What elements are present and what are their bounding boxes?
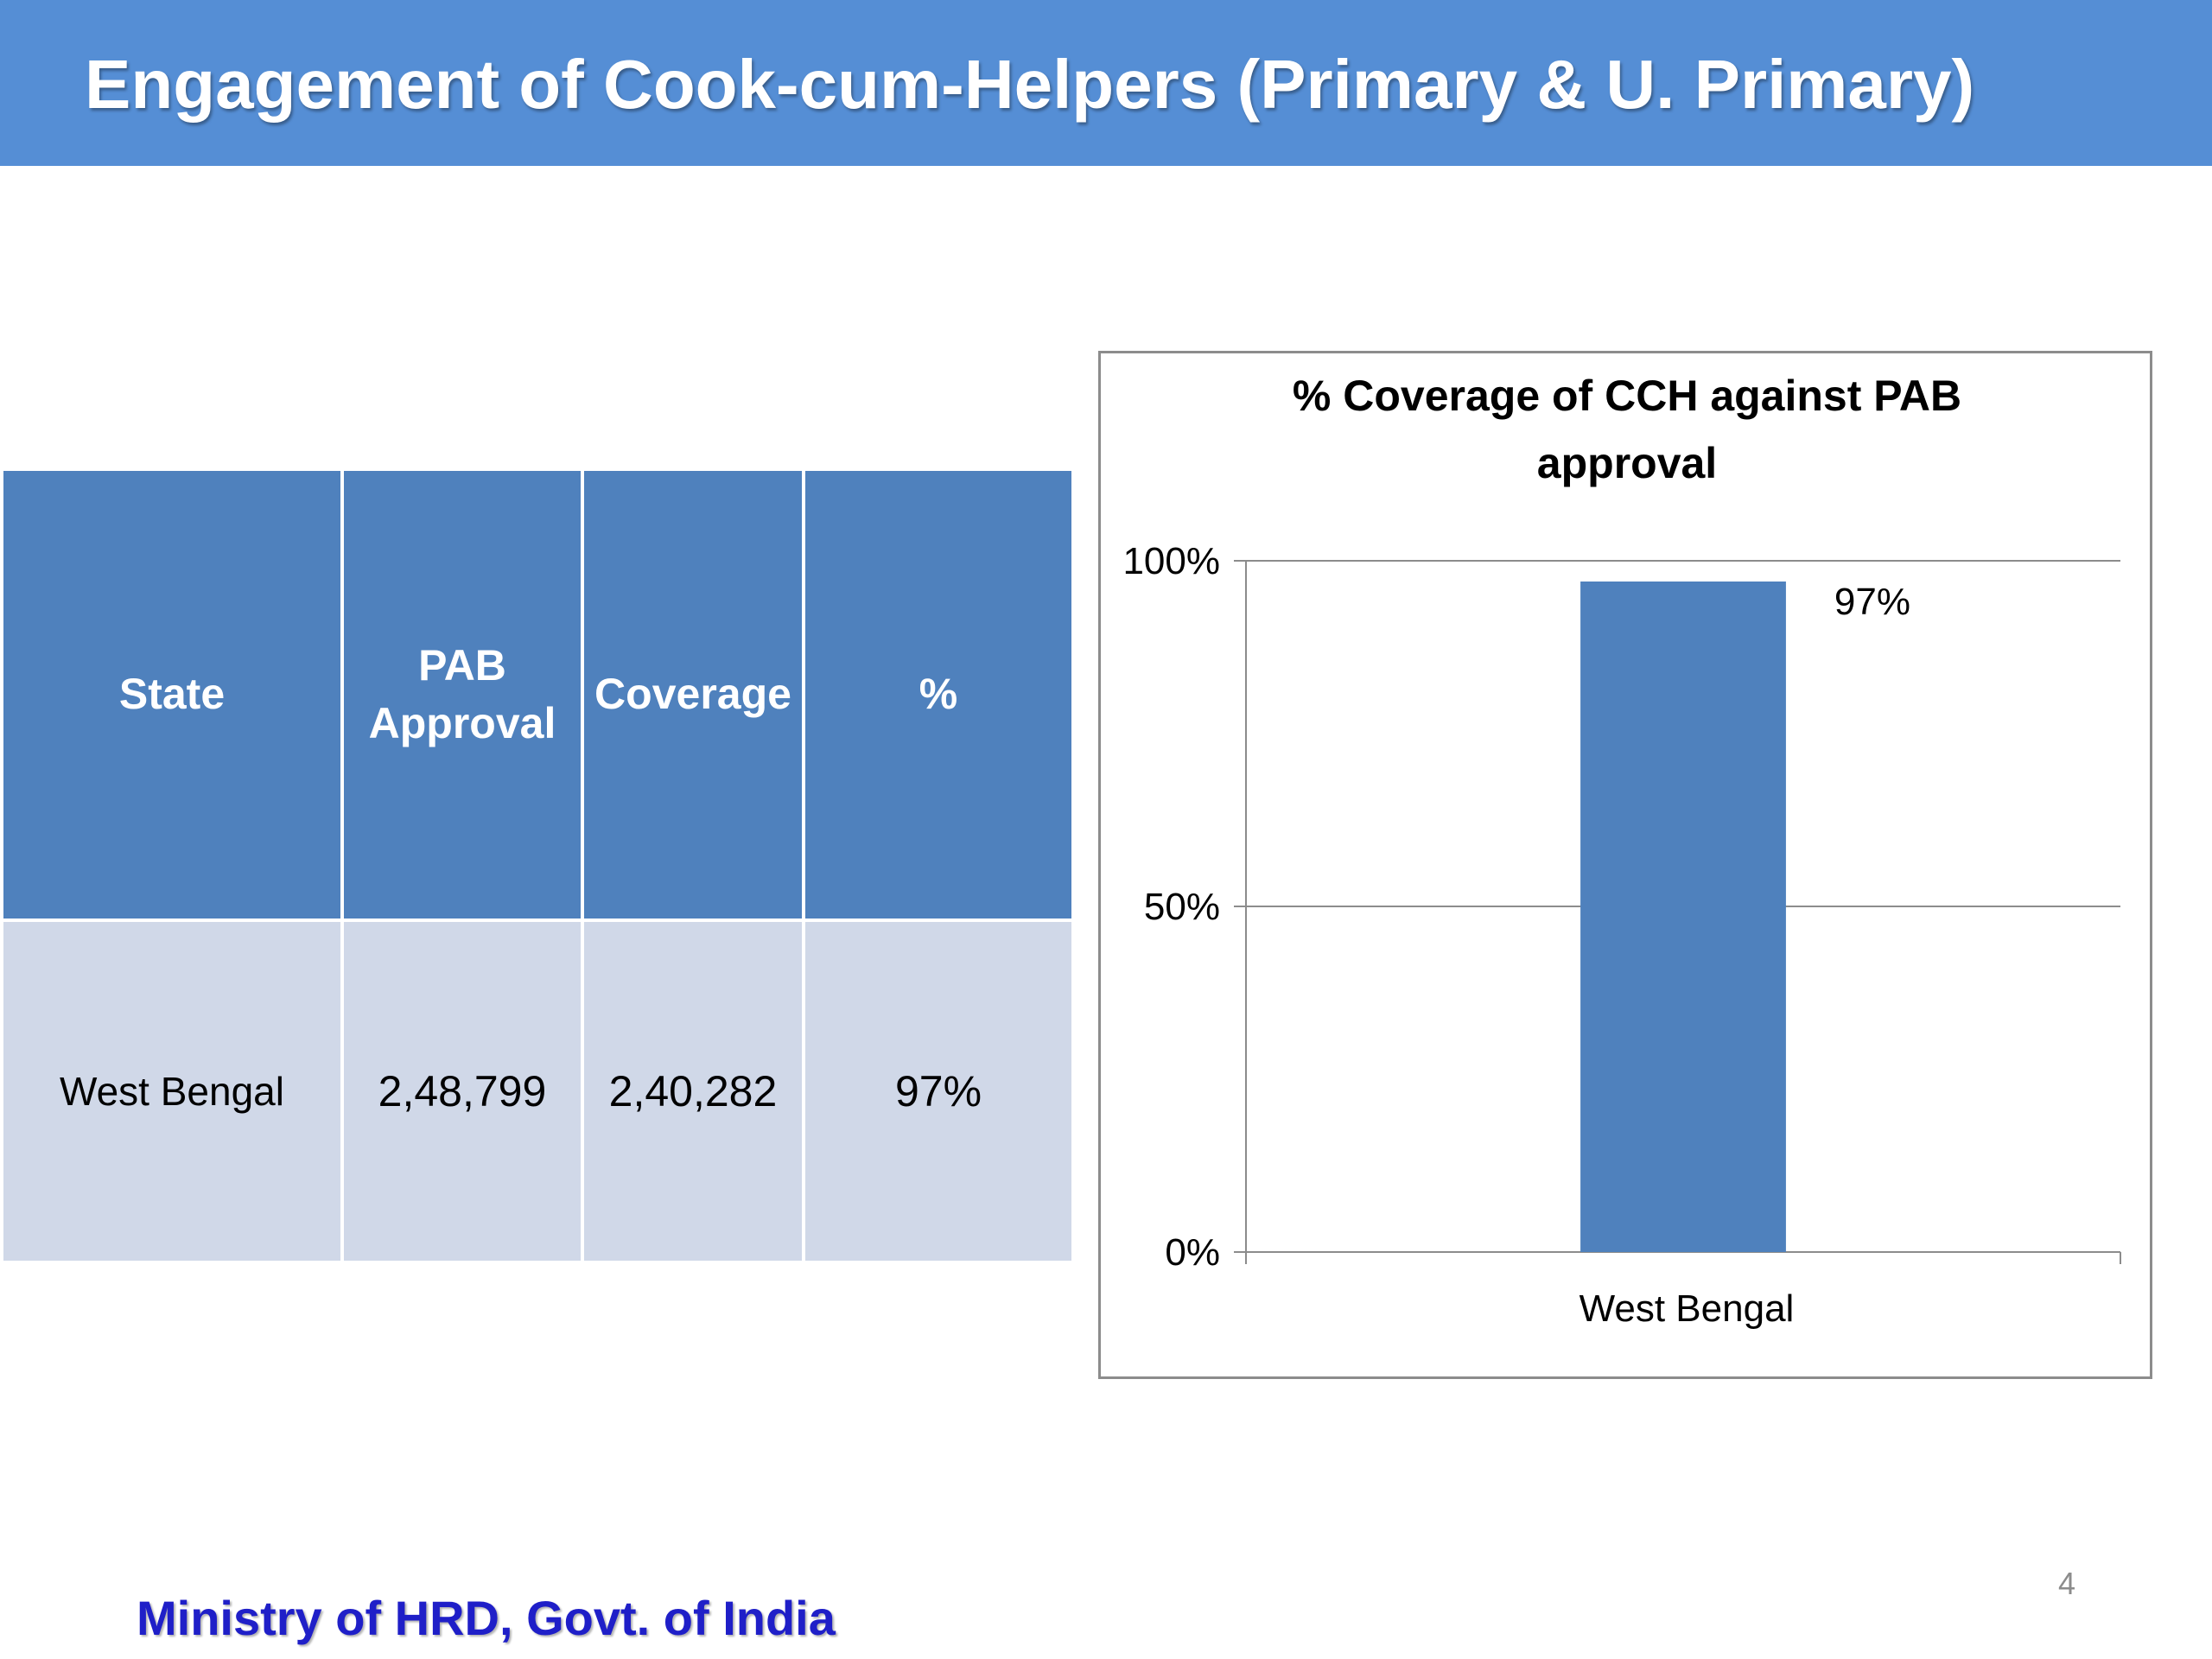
cell-state: West Bengal — [0, 918, 344, 1264]
x-tick-label: West Bengal — [1580, 1287, 1795, 1330]
header-percent: % — [802, 467, 1075, 922]
table-header-row: State PAB Approval Coverage % — [0, 467, 1075, 922]
coverage-chart: % Coverage of CCH against PAB approval 0%… — [1098, 351, 2152, 1379]
header-state: State — [0, 467, 344, 922]
coverage-table: State PAB Approval Coverage % West Benga… — [0, 467, 1075, 1264]
chart-canvas: % Coverage of CCH against PAB approval 0%… — [1122, 372, 2121, 1330]
header-coverage: Coverage — [581, 467, 805, 922]
data-label: 97% — [1834, 581, 1910, 623]
cell-percent: 97% — [802, 918, 1075, 1264]
chart-title: % Coverage of CCH against PAB approval — [1293, 372, 1961, 487]
bar-west-bengal — [1580, 582, 1786, 1252]
header-pab-approval: PAB Approval — [340, 467, 584, 922]
page-number: 4 — [2058, 1566, 2076, 1601]
y-tick-label: 50% — [1144, 886, 1220, 928]
footer-ministry: Ministry of HRD, Govt. of India — [137, 1591, 836, 1645]
cell-coverage: 2,40,282 — [581, 918, 805, 1264]
title-bar: Engagement of Cook-cum-Helpers (Primary … — [0, 0, 2212, 166]
table-row: West Bengal 2,48,799 2,40,282 97% — [0, 918, 1075, 1264]
y-tick-label: 0% — [1165, 1231, 1220, 1274]
cell-pab-approval: 2,48,799 — [340, 918, 584, 1264]
slide-title: Engagement of Cook-cum-Helpers (Primary … — [85, 46, 1975, 123]
y-tick-label: 100% — [1122, 540, 1220, 582]
